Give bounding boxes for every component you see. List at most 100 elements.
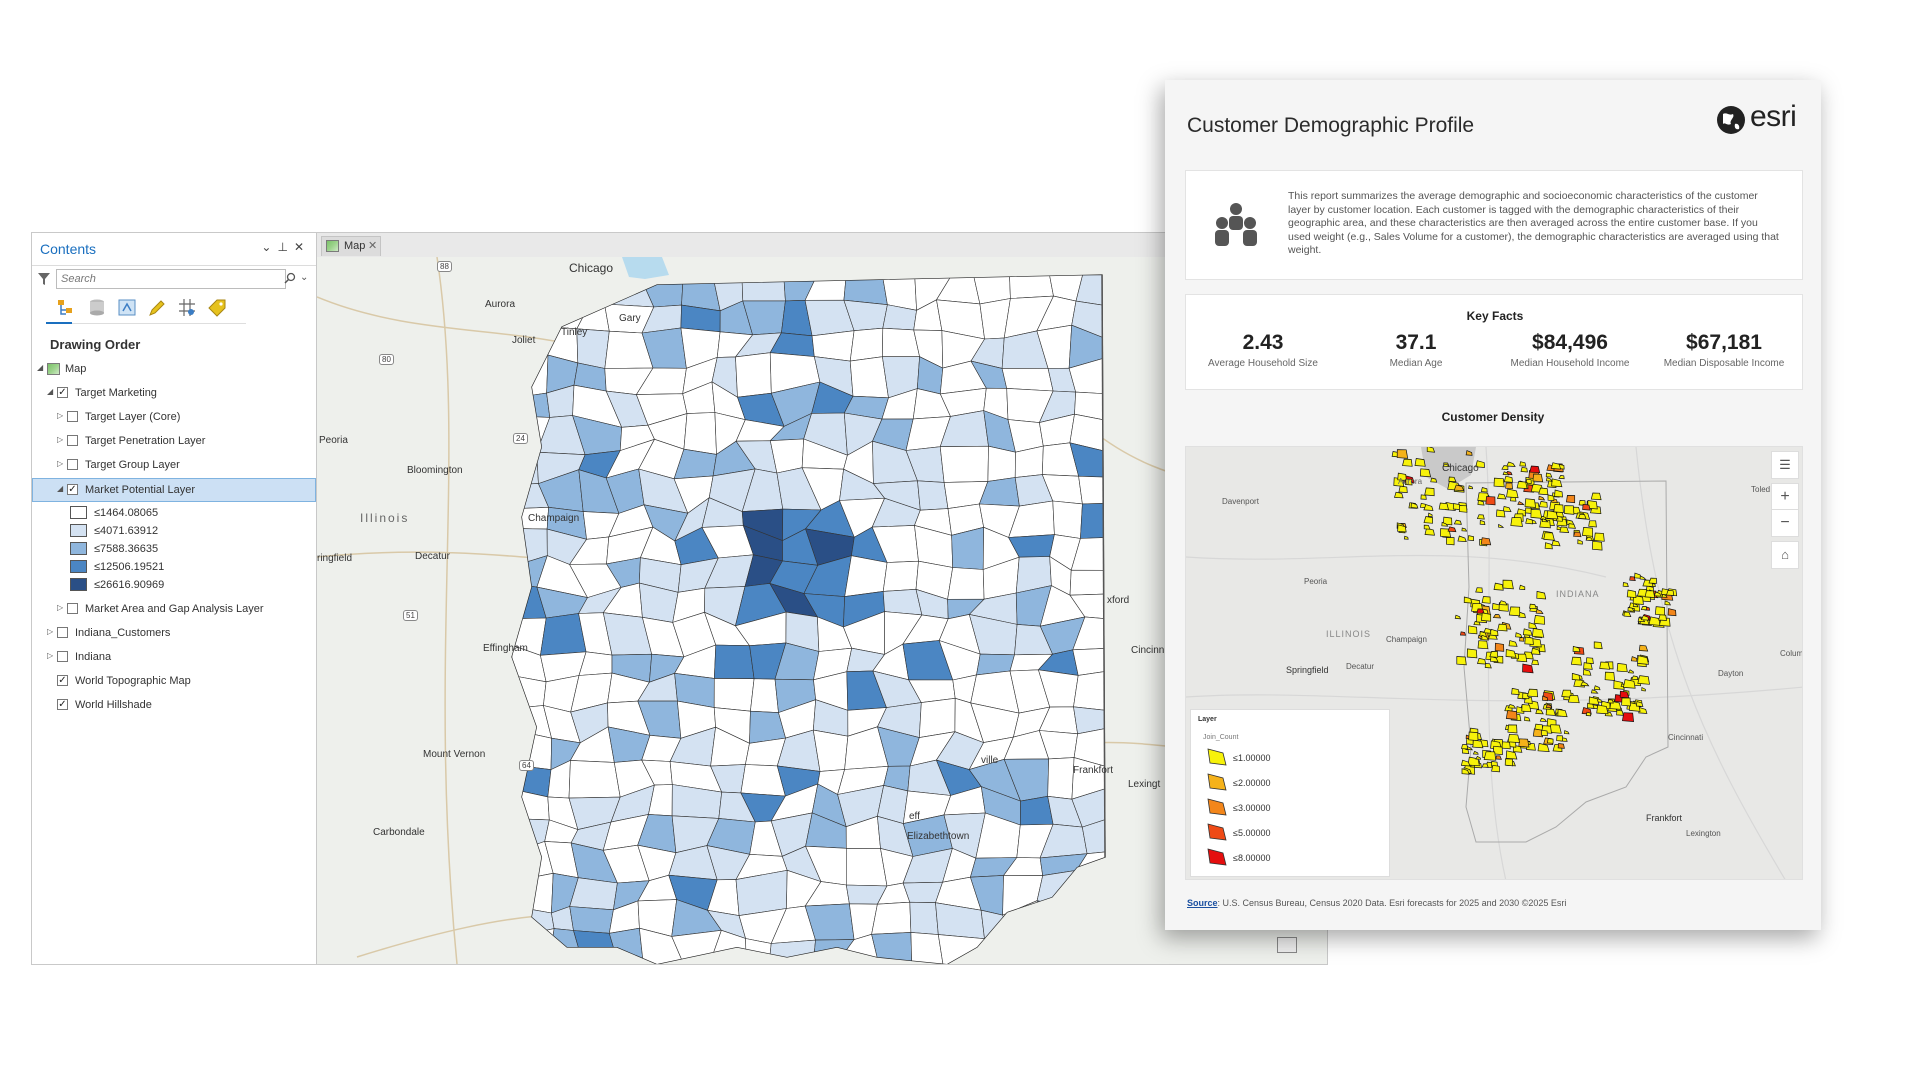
home-icon[interactable]: ⌂ [1771,541,1799,569]
customer-polygon [1492,614,1502,619]
list-by-source-icon[interactable] [86,297,108,319]
customer-polygon [1506,461,1516,467]
pane-pin-icon[interactable]: ⊥ [277,240,294,254]
list-by-snapping-icon[interactable] [176,297,198,319]
expand-icon[interactable]: ▷ [57,459,64,468]
tree-item-target-group[interactable]: ▷ Target Group Layer [32,454,316,478]
customer-polygon [1530,509,1543,519]
expand-icon[interactable]: ▷ [47,627,54,636]
tree-item-indiana[interactable]: ▷ Indiana [32,646,316,670]
customer-polygon [1481,612,1492,622]
symbol-class-label: ≤4071.63912 [94,525,159,537]
tree-item-market-potential[interactable]: ◢ ✓ Market Potential Layer [32,478,316,502]
fact-value: $67,181 [1686,331,1762,354]
pane-options-chevron-icon[interactable]: ⌄ [261,240,278,254]
list-by-labeling-icon[interactable] [206,297,228,319]
layer-visibility-checkbox[interactable]: ✓ [57,675,68,686]
layer-visibility-checkbox[interactable] [67,603,78,614]
legend-item-label: ≤5.00000 [1233,828,1271,838]
expand-icon[interactable]: ▷ [57,411,64,420]
map-label-louisville: ville [981,755,999,766]
layer-visibility-checkbox[interactable]: ✓ [57,387,68,398]
customer-polygon [1405,478,1413,486]
intro-card: This report summarizes the average demog… [1185,170,1803,280]
customer-polygon [1402,458,1413,467]
customer-polygon [1557,743,1565,749]
tree-item-target-penetration[interactable]: ▷ Target Penetration Layer [32,430,316,454]
customer-polygon [1483,627,1492,634]
search-options-chevron-icon[interactable]: ⌄ [300,272,309,283]
tree-item-label: World Hillshade [75,699,152,711]
expand-icon[interactable]: ▷ [57,603,64,612]
customer-polygon [1545,477,1553,482]
layer-visibility-checkbox[interactable] [57,627,68,638]
source-text: : U.S. Census Bureau, Census 2020 Data. … [1217,898,1567,908]
tract-polygon [639,927,685,964]
fact-median-disposable-income: $67,181 Median Disposable Income [1649,331,1799,369]
collapse-icon[interactable]: ◢ [47,387,54,396]
tract-polygon [882,560,919,592]
customer-polygon [1639,575,1647,580]
customer-polygon [1654,606,1666,616]
layer-visibility-checkbox[interactable]: ✓ [67,484,78,495]
list-by-drawing-order-icon[interactable] [56,297,78,319]
contents-search-input[interactable] [56,269,286,289]
customer-polygon [1443,516,1453,526]
tract-polygon [1072,616,1105,651]
customer-polygon [1454,614,1462,620]
customer-polygon [1547,494,1555,502]
symbol-class-2[interactable]: ≤4071.63912 [32,522,316,540]
map-overview-icon[interactable] [1277,937,1297,953]
route-shield: 64 [519,760,534,771]
collapse-icon[interactable]: ◢ [37,363,44,372]
search-icon[interactable] [284,272,296,287]
customer-polygon [1461,744,1469,750]
expand-icon[interactable]: ▷ [47,651,54,660]
tab-map-label: Map [344,240,366,252]
tree-item-market-area-gap[interactable]: ▷ Market Area and Gap Analysis Layer [32,598,316,622]
layer-visibility-checkbox[interactable] [67,435,78,446]
customer-polygon [1461,768,1470,775]
layer-visibility-checkbox[interactable]: ✓ [57,699,68,710]
symbol-class-4[interactable]: ≤12506.19521 [32,558,316,576]
tree-item-map[interactable]: ◢ Map [32,358,316,382]
layer-visibility-checkbox[interactable] [67,411,78,422]
list-by-selection-icon[interactable] [116,297,138,319]
tree-item-world-topo[interactable]: ✓ World Topographic Map [32,670,316,694]
route-shield: 80 [379,354,394,365]
filter-icon[interactable] [38,272,50,286]
zoom-out-button[interactable]: − [1771,509,1799,537]
customer-density-map[interactable]: Chicago Aurora Davenport Toled Peoria IL… [1185,446,1803,880]
source-link[interactable]: Source [1187,898,1218,908]
customer-polygon [1558,475,1565,480]
symbol-class-5[interactable]: ≤26616.90969 [32,576,316,594]
customer-polygon [1403,535,1409,540]
tree-item-target-marketing[interactable]: ◢ ✓ Target Marketing [32,382,316,406]
tab-close-icon[interactable]: ✕ [368,240,378,252]
customer-polygon [1524,716,1531,722]
tract-polygon [1036,869,1084,912]
tract-polygon [741,275,786,302]
tab-map[interactable]: Map ✕ [321,236,381,256]
customer-polygon [1426,447,1436,453]
tree-item-indiana-customers[interactable]: ▷ Indiana_Customers [32,622,316,646]
customer-polygon [1501,741,1511,750]
symbol-class-3[interactable]: ≤7588.36635 [32,540,316,558]
customer-polygon [1550,462,1562,470]
pane-close-icon[interactable]: ✕ [293,240,310,254]
layer-visibility-checkbox[interactable] [67,459,78,470]
collapse-icon[interactable]: ◢ [57,484,64,493]
tract-polygon [569,877,618,911]
customer-polygon [1541,729,1548,737]
symbol-class-1[interactable]: ≤1464.08065 [32,504,316,522]
map-canvas[interactable]: Chicago Aurora Joliet Gary Tinley Peoria… [317,257,1327,964]
legend-item-label: ≤1.00000 [1233,753,1271,763]
layer-visibility-checkbox[interactable] [57,651,68,662]
customer-polygon [1453,484,1465,492]
list-by-editing-icon[interactable] [146,297,168,319]
zoom-in-button[interactable]: + [1771,483,1799,511]
legend-list-button[interactable]: ☰ [1771,451,1799,479]
tree-item-world-hillshade[interactable]: ✓ World Hillshade [32,694,316,718]
expand-icon[interactable]: ▷ [57,435,64,444]
tree-item-target-layer-core[interactable]: ▷ Target Layer (Core) [32,406,316,430]
